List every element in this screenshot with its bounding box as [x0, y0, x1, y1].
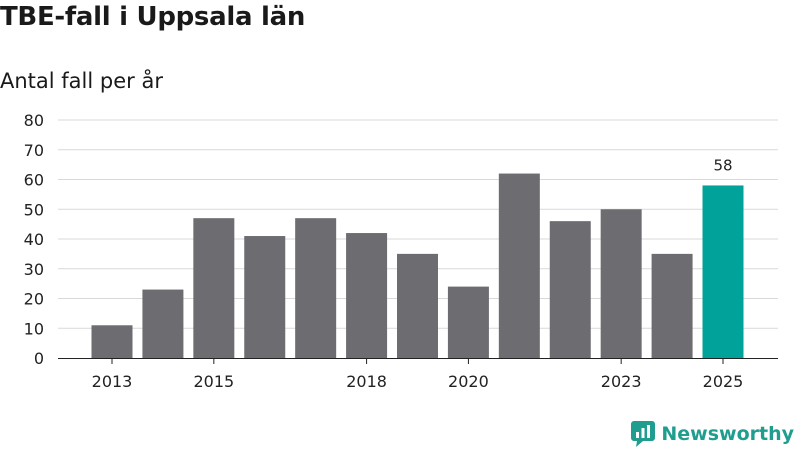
data-label-2025: 58: [713, 156, 732, 174]
x-tick-label: 2020: [448, 372, 489, 391]
x-tick-label: 2013: [92, 372, 133, 391]
bar-2019: [397, 253, 438, 358]
y-tick-label: 60: [24, 171, 44, 190]
chart-title: TBE-fall i Uppsala län: [0, 2, 306, 32]
y-tick-label: 0: [34, 349, 44, 368]
y-tick-label: 70: [24, 141, 44, 160]
x-tick-label: 2023: [601, 372, 642, 391]
bar-2022: [549, 221, 591, 358]
brand-logo: Newsworthy: [631, 421, 794, 447]
newsworthy-logo-icon: [631, 421, 656, 447]
chart-subtitle: Antal fall per år: [0, 69, 163, 93]
bar-2024: [651, 253, 693, 358]
bar-2013: [91, 325, 133, 358]
bar-2016: [244, 236, 286, 358]
x-tick-label: 2025: [703, 372, 744, 391]
bar-2023: [600, 209, 642, 358]
y-axis-ticks: 0 10 20 30 40 50 60 70 80: [24, 111, 44, 368]
y-tick-label: 40: [24, 230, 44, 249]
x-axis-ticks: 2013 2015 2018 2020 2023 2025: [92, 358, 744, 391]
bar-2017: [295, 218, 337, 358]
bar-2021: [498, 173, 540, 358]
bar-2015: [193, 218, 235, 358]
bar-2025: [702, 185, 744, 358]
y-tick-label: 10: [24, 319, 44, 338]
annotations: 58: [713, 156, 732, 174]
y-tick-label: 50: [24, 200, 44, 219]
y-tick-label: 20: [24, 290, 44, 309]
bars: [91, 173, 744, 358]
x-tick-label: 2018: [346, 372, 387, 391]
bar-2018: [346, 233, 388, 358]
x-tick-label: 2015: [193, 372, 234, 391]
y-tick-label: 80: [24, 111, 44, 130]
brand-name: Newsworthy: [661, 423, 794, 445]
bar-2014: [142, 289, 184, 358]
bar-2020: [447, 286, 489, 358]
y-tick-label: 30: [24, 260, 44, 279]
